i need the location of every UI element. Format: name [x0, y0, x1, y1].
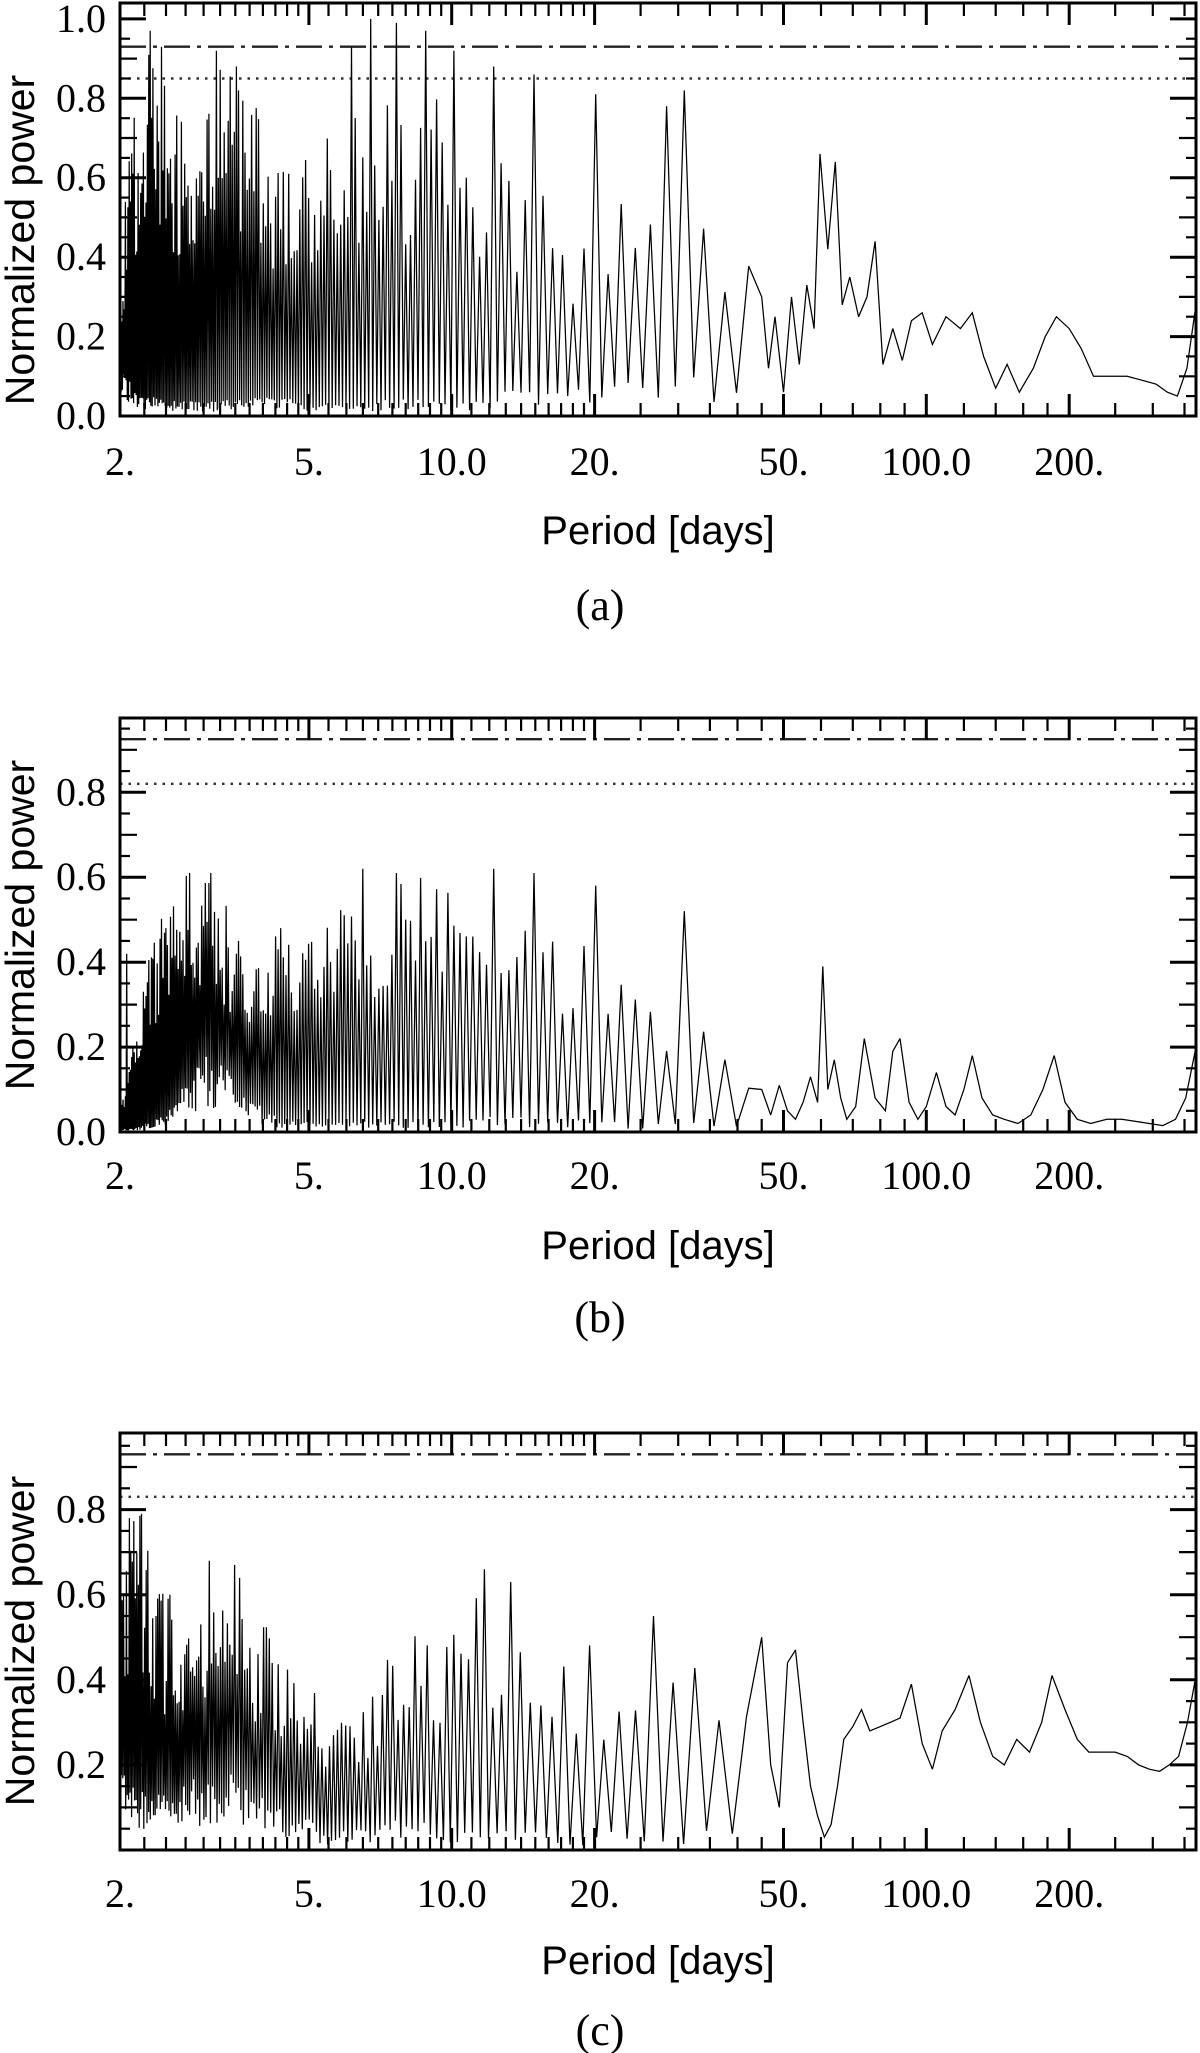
y-tick-label: 1.0 [56, 0, 106, 41]
x-tick-label: 10.0 [417, 1153, 487, 1198]
y-tick-label: 0.2 [56, 1742, 106, 1787]
plot-frame [118, 1, 1198, 418]
x-axis-label-a: Period [days] [541, 509, 775, 553]
x-tick-label: 10.0 [417, 439, 487, 484]
x-tick-label: 20. [570, 1153, 620, 1198]
x-tick-label: 100.0 [881, 1871, 971, 1916]
periodogram-curve [119, 868, 1197, 1131]
y-axis-title: Normalized power [0, 1476, 43, 1806]
y-tick-label: 0.4 [56, 234, 106, 279]
caption-a: (a) [575, 581, 625, 630]
y-axis-title: Normalized power [0, 760, 43, 1090]
x-tick-label: 5. [294, 439, 324, 484]
x-tick-label: 5. [294, 1153, 324, 1198]
y-tick-label: 0.0 [56, 393, 106, 438]
x-tick-label: 2. [105, 439, 135, 484]
y-tick-label: 0.8 [56, 769, 106, 814]
caption-b: (b) [574, 1293, 626, 1342]
x-tick-label: 200. [1034, 1871, 1104, 1916]
y-tick-label: 0.6 [56, 1572, 106, 1617]
x-axis-label-c: Period [days] [541, 1939, 775, 1983]
x-tick-label: 5. [294, 1871, 324, 1916]
x-axis-label-b: Period [days] [541, 1224, 775, 1268]
x-tick-label: 20. [570, 439, 620, 484]
y-axis-title: Normalized power [0, 75, 43, 405]
x-tick-label: 50. [759, 439, 809, 484]
y-tick-label: 0.6 [56, 854, 106, 899]
y-tick-label: 0.8 [56, 75, 106, 120]
plot-frame [118, 1431, 1198, 1852]
y-tick-label: 0.2 [56, 1024, 106, 1069]
x-tick-label: 200. [1034, 439, 1104, 484]
y-tick-label: 0.2 [56, 314, 106, 359]
x-tick-label: 100.0 [881, 1153, 971, 1198]
plot-frame [118, 716, 1198, 1134]
x-tick-label: 50. [759, 1153, 809, 1198]
x-tick-label: 50. [759, 1871, 809, 1916]
x-tick-label: 2. [105, 1153, 135, 1198]
caption-c: (c) [575, 2006, 625, 2053]
y-tick-label: 0.8 [56, 1487, 106, 1532]
x-tick-label: 100.0 [881, 439, 971, 484]
x-tick-label: 2. [105, 1871, 135, 1916]
y-tick-label: 0.0 [56, 1109, 106, 1154]
y-tick-label: 0.4 [56, 1657, 106, 1702]
x-tick-label: 20. [570, 1871, 620, 1916]
y-tick-label: 0.4 [56, 939, 106, 984]
periodogram-curve [119, 18, 1197, 412]
x-tick-label: 200. [1034, 1153, 1104, 1198]
y-tick-label: 0.6 [56, 155, 106, 200]
periodogram-curve [119, 1513, 1197, 1846]
x-tick-label: 10.0 [417, 1871, 487, 1916]
